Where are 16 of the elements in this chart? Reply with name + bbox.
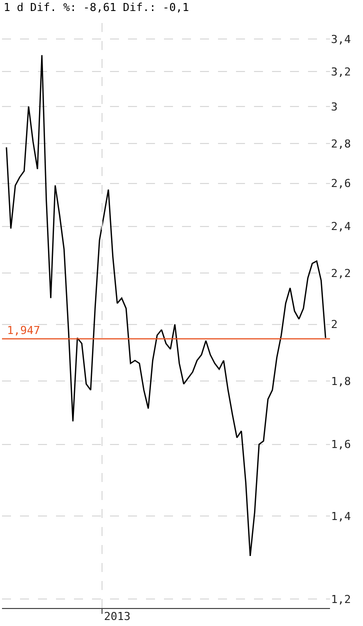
y-tick-label: 1,4 <box>331 510 352 523</box>
y-tick-label: 2,8 <box>331 137 351 150</box>
y-tick-label: 2 <box>331 318 338 332</box>
y-tick-label: 1,6 <box>331 438 351 452</box>
y-tick-label: 2,6 <box>331 177 351 190</box>
y-tick-label: 3 <box>331 100 338 114</box>
line-series <box>6 54 326 557</box>
chart-title: 1 d Dif. %: -8,61 Dif.: -0,1 <box>4 0 190 14</box>
y-tick-label: 3,4 <box>331 32 352 46</box>
text: 2013 <box>104 610 130 623</box>
y-tick-label: 2,2 <box>331 266 351 280</box>
y-tick-label: 1,8 <box>331 374 351 388</box>
y-tick-label: 3,2 <box>331 66 351 79</box>
y-tick-label: 2,4 <box>331 220 352 234</box>
y-tick-label: 1,2 <box>331 592 351 606</box>
ref-line-label: 1,947 <box>7 324 40 337</box>
